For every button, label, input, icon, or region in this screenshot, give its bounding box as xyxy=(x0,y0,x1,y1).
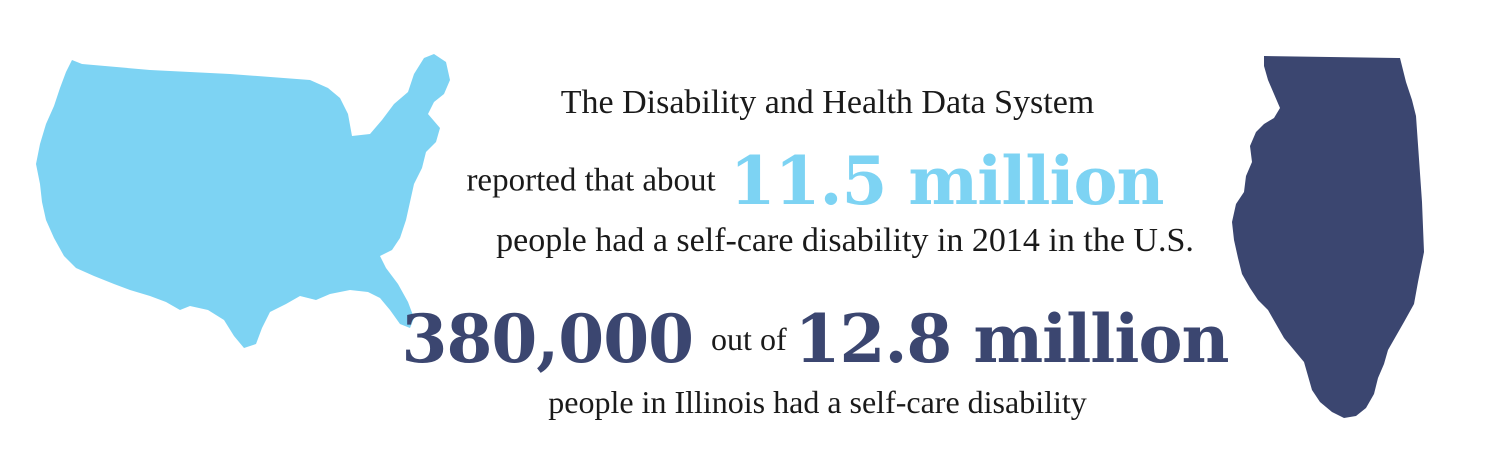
united-states-shape xyxy=(36,54,450,348)
us-figure-line: reported that about 11.5 million xyxy=(0,142,1500,220)
illinois-total: 12.8 million xyxy=(794,300,1230,378)
source-line: The Disability and Health Data System xyxy=(0,84,1500,122)
lead-in-text: reported that about xyxy=(466,162,716,199)
illinois-figure-line: 380,000 out of 12.8 million xyxy=(0,300,1500,378)
illinois-map-icon xyxy=(1232,56,1424,418)
illinois-description-text: people in Illinois had a self-care disab… xyxy=(548,384,1087,420)
illinois-shape xyxy=(1232,56,1424,418)
united-states-map-icon xyxy=(36,54,450,348)
illinois-description-line: people in Illinois had a self-care disab… xyxy=(0,384,1500,421)
us-figure: 11.5 million xyxy=(729,142,1165,220)
us-description-text: people had a self-care disability in 201… xyxy=(496,222,1194,259)
illinois-figure: 380,000 xyxy=(401,300,695,378)
us-description-line: people had a self-care disability in 201… xyxy=(0,222,1500,260)
connector-text: out of xyxy=(711,320,787,357)
source-text: The Disability and Health Data System xyxy=(560,84,1095,121)
